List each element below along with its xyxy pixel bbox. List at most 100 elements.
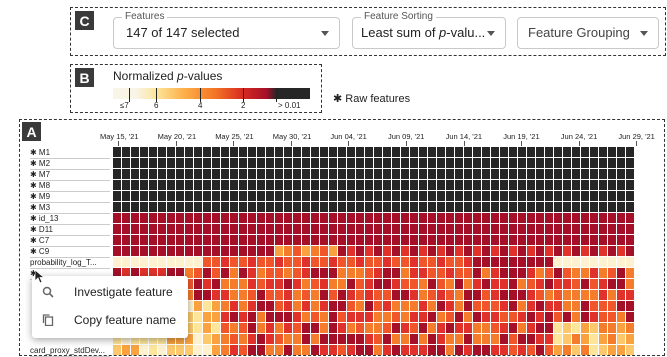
heatmap-cell[interactable] — [311, 279, 319, 289]
heatmap-cell[interactable] — [257, 268, 265, 278]
heatmap-cell[interactable] — [599, 312, 607, 322]
heatmap-cell[interactable] — [446, 191, 454, 201]
heatmap-cell[interactable] — [338, 246, 346, 256]
feature-row-label[interactable]: ✱ M9 — [30, 191, 110, 203]
heatmap-cell[interactable] — [563, 158, 571, 168]
heatmap-cell[interactable] — [563, 301, 571, 311]
heatmap-cell[interactable] — [221, 158, 229, 168]
heatmap-cell[interactable] — [482, 290, 490, 300]
heatmap-cell[interactable] — [158, 224, 166, 234]
heatmap-cell[interactable] — [194, 345, 202, 355]
heatmap-cell[interactable] — [500, 246, 508, 256]
heatmap-cell[interactable] — [239, 290, 247, 300]
heatmap-cell[interactable] — [509, 180, 517, 190]
heatmap-cell[interactable] — [365, 301, 373, 311]
heatmap-cell[interactable] — [518, 268, 526, 278]
heatmap-cell[interactable] — [275, 202, 283, 212]
heatmap-cell[interactable] — [536, 202, 544, 212]
heatmap-cell[interactable] — [482, 279, 490, 289]
heatmap-cell[interactable] — [563, 268, 571, 278]
heatmap-cell[interactable] — [419, 268, 427, 278]
heatmap-cell[interactable] — [509, 268, 517, 278]
heatmap-cell[interactable] — [599, 180, 607, 190]
heatmap-cell[interactable] — [122, 268, 130, 278]
heatmap-cell[interactable] — [563, 147, 571, 157]
heatmap-cell[interactable] — [446, 158, 454, 168]
heatmap-cell[interactable] — [230, 224, 238, 234]
heatmap-cell[interactable] — [617, 246, 625, 256]
heatmap-cell[interactable] — [473, 169, 481, 179]
heatmap-cell[interactable] — [554, 301, 562, 311]
heatmap-cell[interactable] — [338, 257, 346, 267]
heatmap-cell[interactable] — [617, 334, 625, 344]
heatmap-cell[interactable] — [590, 180, 598, 190]
heatmap-cell[interactable] — [455, 345, 463, 355]
heatmap-cell[interactable] — [428, 235, 436, 245]
heatmap-cell[interactable] — [572, 213, 580, 223]
heatmap-cell[interactable] — [140, 268, 148, 278]
heatmap-cell[interactable] — [221, 268, 229, 278]
heatmap-cell[interactable] — [536, 279, 544, 289]
heatmap-cell[interactable] — [608, 246, 616, 256]
heatmap-cell[interactable] — [446, 213, 454, 223]
heatmap-cell[interactable] — [491, 235, 499, 245]
heatmap-cell[interactable] — [626, 158, 634, 168]
heatmap-cell[interactable] — [518, 147, 526, 157]
heatmap-cell[interactable] — [113, 213, 121, 223]
heatmap-cell[interactable] — [617, 202, 625, 212]
heatmap-cell[interactable] — [410, 246, 418, 256]
heatmap-cell[interactable] — [311, 213, 319, 223]
heatmap-cell[interactable] — [347, 345, 355, 355]
heatmap-cell[interactable] — [455, 290, 463, 300]
heatmap-cell[interactable] — [347, 191, 355, 201]
heatmap-cell[interactable] — [545, 301, 553, 311]
heatmap-cell[interactable] — [545, 169, 553, 179]
heatmap-cell[interactable] — [428, 246, 436, 256]
heatmap-cell[interactable] — [275, 191, 283, 201]
heatmap-cell[interactable] — [266, 191, 274, 201]
heatmap-cell[interactable] — [320, 147, 328, 157]
heatmap-cell[interactable] — [428, 312, 436, 322]
heatmap-cell[interactable] — [410, 191, 418, 201]
heatmap-cell[interactable] — [158, 180, 166, 190]
heatmap-cell[interactable] — [266, 213, 274, 223]
heatmap-cell[interactable] — [473, 191, 481, 201]
heatmap-cell[interactable] — [284, 213, 292, 223]
heatmap-cell[interactable] — [284, 334, 292, 344]
heatmap-cell[interactable] — [320, 257, 328, 267]
heatmap-cell[interactable] — [302, 334, 310, 344]
heatmap-cell[interactable] — [446, 235, 454, 245]
heatmap-cell[interactable] — [590, 279, 598, 289]
heatmap-cell[interactable] — [230, 180, 238, 190]
heatmap-cell[interactable] — [356, 147, 364, 157]
heatmap-cell[interactable] — [626, 180, 634, 190]
heatmap-cell[interactable] — [536, 169, 544, 179]
heatmap-cell[interactable] — [203, 180, 211, 190]
heatmap-cell[interactable] — [158, 257, 166, 267]
heatmap-cell[interactable] — [491, 312, 499, 322]
heatmap-cell[interactable] — [536, 257, 544, 267]
heatmap-cell[interactable] — [185, 257, 193, 267]
heatmap-cell[interactable] — [572, 147, 580, 157]
heatmap-cell[interactable] — [500, 180, 508, 190]
heatmap-cell[interactable] — [194, 290, 202, 300]
heatmap-cell[interactable] — [626, 246, 634, 256]
heatmap-cell[interactable] — [455, 323, 463, 333]
heatmap-cell[interactable] — [248, 246, 256, 256]
heatmap-cell[interactable] — [554, 334, 562, 344]
heatmap-cell[interactable] — [401, 235, 409, 245]
heatmap-cell[interactable] — [509, 158, 517, 168]
heatmap-cell[interactable] — [473, 301, 481, 311]
heatmap-cell[interactable] — [509, 213, 517, 223]
heatmap-cell[interactable] — [338, 279, 346, 289]
feature-row-label[interactable]: card_proxy_stdDev... — [30, 345, 110, 357]
heatmap-cell[interactable] — [185, 213, 193, 223]
heatmap-cell[interactable] — [617, 158, 625, 168]
heatmap-cell[interactable] — [536, 191, 544, 201]
heatmap-cell[interactable] — [518, 246, 526, 256]
heatmap-cell[interactable] — [320, 312, 328, 322]
heatmap-cell[interactable] — [230, 290, 238, 300]
heatmap-cell[interactable] — [302, 202, 310, 212]
heatmap-cell[interactable] — [599, 290, 607, 300]
heatmap-cell[interactable] — [230, 301, 238, 311]
